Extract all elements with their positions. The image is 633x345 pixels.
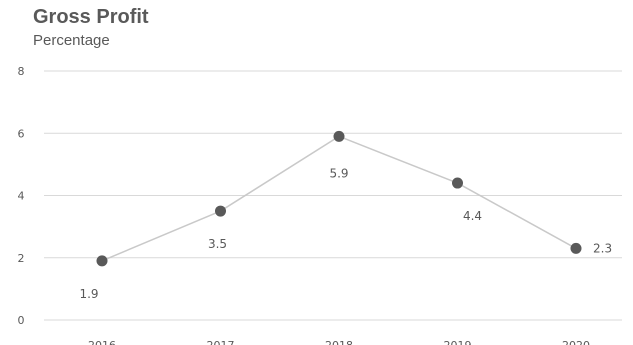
x-axis-ticks: 2016 2017 2018 2019 2020 <box>88 339 590 345</box>
y-tick-label-2: 2 <box>18 252 25 265</box>
x-tick-label-2017: 2017 <box>207 339 235 345</box>
x-tick-label-2018: 2018 <box>325 339 353 345</box>
data-point-2020 <box>570 242 582 254</box>
data-label-2017: 3.5 <box>208 237 227 251</box>
data-point-2019 <box>452 177 463 189</box>
data-label-2018: 5.9 <box>329 166 348 180</box>
data-labels: 1.9 3.5 5.9 4.4 2.3 <box>79 166 612 300</box>
data-label-2019: 4.4 <box>463 209 482 223</box>
y-tick-label-4: 4 <box>18 190 25 203</box>
data-point-2017 <box>215 205 226 217</box>
x-tick-label-2020: 2020 <box>562 339 590 345</box>
x-tick-label-2016: 2016 <box>88 339 116 345</box>
data-point-2016 <box>96 255 108 267</box>
data-points <box>96 130 582 267</box>
series-line <box>101 135 577 262</box>
y-axis-ticks: 0 2 4 6 8 <box>18 65 25 327</box>
series-line-layer <box>101 135 577 262</box>
y-tick-label-8: 8 <box>18 65 25 78</box>
data-point-2018 <box>333 130 345 142</box>
y-tick-label-6: 6 <box>18 127 25 140</box>
gridlines <box>44 70 622 321</box>
data-label-2016: 1.9 <box>79 287 98 301</box>
y-tick-label-0: 0 <box>18 314 25 327</box>
chart-subtitle: Percentage <box>33 32 110 49</box>
chart-title: Gross Profit <box>33 6 149 28</box>
x-tick-label-2019: 2019 <box>444 339 472 345</box>
data-label-2020: 2.3 <box>593 241 612 255</box>
